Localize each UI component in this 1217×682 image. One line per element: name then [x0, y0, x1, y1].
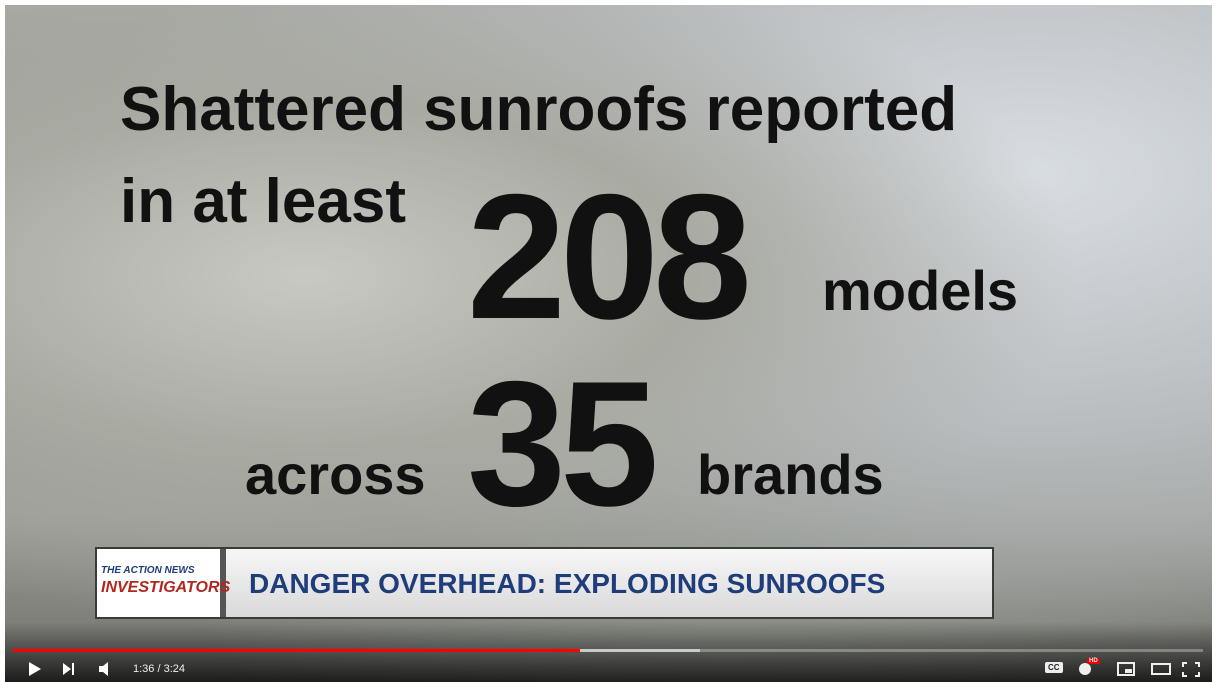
headline-line: in at least	[120, 171, 406, 233]
page: Shattered sunroofs reported in at least …	[0, 0, 1217, 682]
volume-button[interactable]	[99, 662, 108, 676]
logo-text: INVESTIGATORS	[101, 579, 230, 597]
big-number: 208	[467, 168, 746, 346]
logo-text: THE ACTION NEWS	[101, 565, 195, 576]
settings-button[interactable]	[1079, 663, 1091, 675]
next-button[interactable]	[63, 663, 71, 675]
station-logo: THE ACTION NEWS INVESTIGATORS	[97, 549, 226, 617]
lower-third-title: DANGER OVERHEAD: EXPLODING SUNROOFS	[249, 568, 885, 600]
cc-button[interactable]: CC	[1045, 662, 1063, 673]
fullscreen-button[interactable]	[1183, 663, 1199, 676]
miniplayer-inner	[1125, 669, 1132, 673]
left-controls	[27, 660, 137, 678]
video-player[interactable]: Shattered sunroofs reported in at least …	[5, 5, 1212, 682]
headline-word: models	[822, 263, 1018, 319]
headline-word: brands	[697, 447, 884, 503]
theater-button[interactable]	[1152, 664, 1170, 674]
time-display: 1:36 / 3:24	[133, 663, 185, 675]
right-controls	[1077, 660, 1207, 678]
play-button[interactable]	[29, 662, 41, 676]
headline-word: across	[245, 447, 426, 503]
played-bar	[13, 649, 580, 652]
headline-line: Shattered sunroofs reported	[120, 79, 957, 141]
big-number: 35	[467, 355, 653, 533]
lower-third: THE ACTION NEWS INVESTIGATORS DANGER OVE…	[95, 547, 994, 619]
control-bar: 1:36 / 3:24 CC HD	[5, 622, 1212, 682]
next-button-bar	[72, 663, 74, 675]
